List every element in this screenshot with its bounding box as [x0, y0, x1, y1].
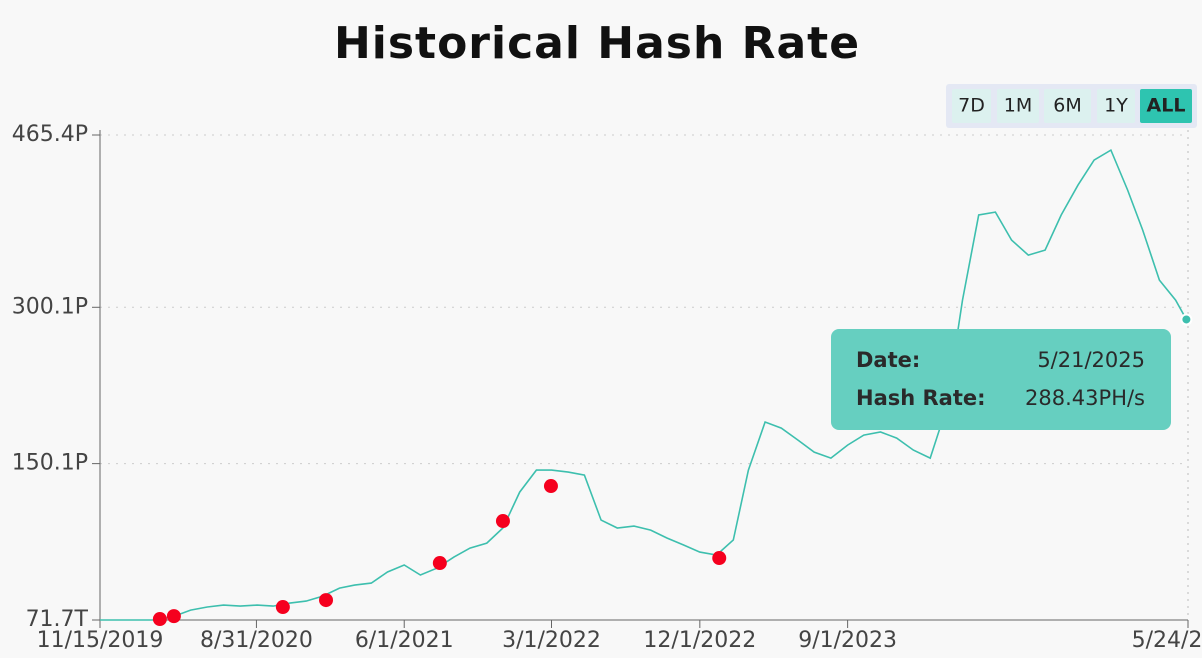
y-tick-label: 465.4P [12, 122, 88, 147]
range-button[interactable] [952, 89, 991, 123]
x-tick-label: 3/1/2022 [502, 628, 601, 653]
line [100, 148, 1188, 621]
marker [166, 609, 181, 624]
x-tick-label: 12/1/2022 [643, 628, 756, 653]
range-button-label: 7D [958, 95, 985, 117]
x-tick-label: 6/1/2021 [355, 628, 454, 653]
tooltip-date-label: Date: [856, 348, 920, 372]
range-button[interactable] [1097, 89, 1135, 123]
x-tick-label: 11/15/2019 [37, 628, 164, 653]
marker [432, 556, 447, 571]
tooltip-date: 5/21/2025 [1037, 348, 1145, 372]
x-tick-label: 8/31/2020 [200, 628, 313, 653]
tooltip-value-label: Hash Rate: [856, 386, 986, 410]
range-button[interactable] [1044, 89, 1091, 123]
marker [319, 593, 334, 608]
range-button-label: 1M [1004, 95, 1032, 117]
y-tick-label: 71.7T [26, 607, 89, 632]
y-tick-label: 150.1P [12, 451, 88, 476]
range-button-label: 1Y [1104, 95, 1128, 117]
chart-title: Historical Hash Rate [334, 18, 860, 69]
x-tick-label: 5/24/2025 [1132, 628, 1202, 653]
range-button[interactable] [1140, 89, 1192, 123]
marker [152, 612, 167, 627]
range-button[interactable] [997, 89, 1039, 123]
range-button-label: 6M [1053, 95, 1081, 117]
y-tick-label: 300.1P [12, 294, 88, 319]
marker [543, 479, 558, 494]
x-tick-label: 9/1/2023 [798, 628, 897, 653]
marker [495, 514, 510, 529]
hover-point [1180, 313, 1193, 326]
marker [712, 551, 727, 566]
tooltip-value: 288.43PH/s [1025, 386, 1145, 410]
range-button-label: ALL [1147, 95, 1186, 117]
tooltip [831, 329, 1171, 430]
marker [275, 600, 290, 615]
